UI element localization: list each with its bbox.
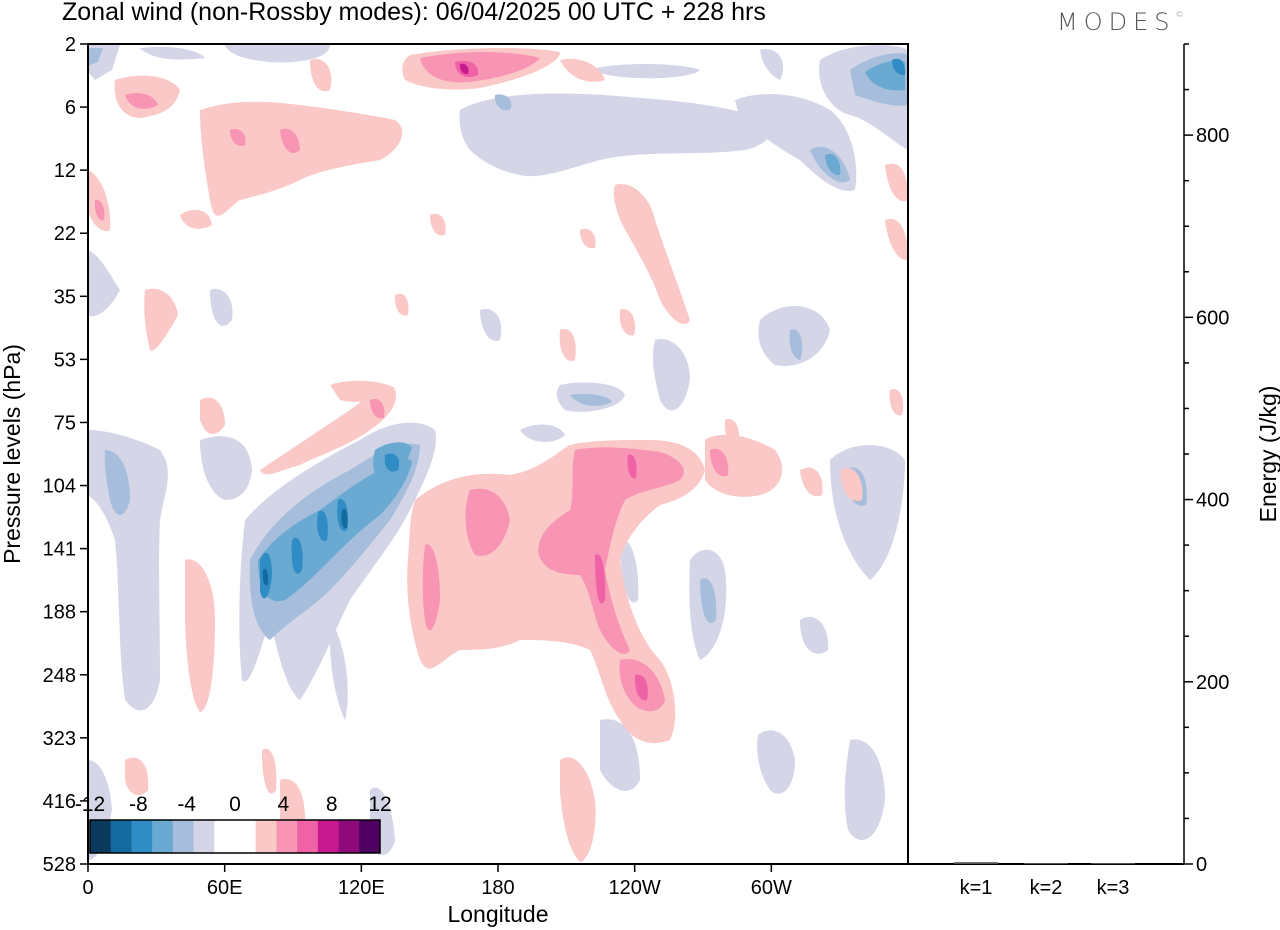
longitude-tick-label: 60W: [751, 877, 792, 899]
colorbar-swatch: [131, 820, 153, 853]
colorbar-swatch: [317, 820, 340, 853]
chart-title: Zonal wind (non-Rossby modes): 06/04/202…: [62, 0, 766, 26]
energy-axis-label: Energy (J/kg): [1255, 386, 1280, 523]
energy-bar-k=1: [954, 862, 998, 864]
heatmap-field: [88, 45, 908, 862]
pressure-tick-label: 323: [43, 728, 76, 750]
colorbar-swatch: [338, 820, 360, 853]
colorbar-swatch: [359, 820, 381, 853]
pressure-tick-label: 2: [65, 34, 76, 56]
colorbar-swatch: [110, 820, 132, 853]
colorbar-swatch: [235, 820, 257, 853]
colorbar-swatch: [255, 820, 277, 853]
x-axis-label: Longitude: [447, 901, 548, 927]
wavenumber-label: k=3: [1097, 877, 1130, 899]
colorbar-tick-label: -12: [75, 793, 105, 816]
longitude-tick-label: 60E: [207, 877, 243, 899]
colorbar-tick-label: -4: [177, 793, 196, 816]
colorbar-tick-label: -8: [129, 793, 148, 816]
colorbar-swatch: [152, 820, 174, 853]
colorbar-swatch: [276, 820, 298, 853]
pressure-tick-marks: [80, 43, 88, 865]
pressure-tick-label: 188: [43, 602, 76, 624]
energy-bars: [954, 862, 1135, 865]
pressure-tick-label: 53: [54, 349, 76, 371]
pressure-tick-label: 141: [43, 539, 76, 561]
colorbar-frame: [89, 819, 381, 854]
heatmap-negative-deep: [260, 58, 906, 599]
pressure-tick-label: 12: [54, 160, 76, 182]
longitude-tick-label: 180: [481, 877, 514, 899]
pressure-tick-label: 528: [43, 854, 76, 876]
colorbar-swatch: [90, 820, 112, 853]
energy-bar-k=2: [1024, 863, 1068, 865]
wavenumber-label: k=2: [1030, 877, 1063, 899]
heatmap-positive-deep: [459, 63, 469, 75]
pressure-tick-label: 22: [54, 223, 76, 245]
pressure-tick-label: 416: [43, 791, 76, 813]
energy-bar-k=3: [1091, 863, 1135, 865]
energy-tick-label: 800: [1196, 125, 1229, 147]
longitude-tick-label: 120W: [609, 877, 661, 899]
colorbar-swatch: [297, 820, 319, 853]
longitude-tick-label: 0: [82, 877, 93, 899]
colorbar-swatch: [172, 820, 195, 853]
energy-tick-label: 200: [1196, 672, 1229, 694]
wavenumber-label: k=1: [960, 877, 993, 899]
colorbar-tick-label: 0: [229, 793, 241, 816]
modes-logo: MODES©: [1057, 8, 1184, 36]
colorbar-tick-label: 4: [277, 793, 289, 816]
heatmap-positive-mid: [94, 52, 729, 712]
pressure-tick-label: 248: [43, 665, 76, 687]
colorbar: [89, 819, 381, 854]
pressure-tick-label: 6: [65, 97, 76, 119]
y-axis-label: Pressure levels (hPa): [0, 344, 25, 564]
energy-tick-label: 600: [1196, 307, 1229, 329]
energy-tick-label: 400: [1196, 490, 1229, 512]
pressure-tick-label: 35: [54, 286, 76, 308]
colorbar-swatch: [214, 820, 236, 853]
longitude-tick-label: 120E: [338, 877, 385, 899]
colorbar-tick-label: 8: [326, 793, 338, 816]
pressure-tick-label: 75: [54, 412, 76, 434]
colorbar-swatch: [193, 820, 215, 853]
heatmap-negative-darkest: [262, 509, 348, 586]
colorbar-tick-label: 12: [368, 793, 391, 816]
energy-tick-labels: 0 200 400 600 800: [1196, 125, 1229, 876]
wavenumber-labels: k=1 k=2 k=3: [960, 877, 1130, 899]
logo-text: MODES: [1057, 8, 1176, 36]
colorbar-tick-labels: -12 -8 -4 0 4 8 12: [75, 793, 392, 816]
pressure-tick-label: 104: [43, 476, 76, 498]
longitude-tick-marks: [87, 864, 773, 872]
pressure-tick-labels: 2 6 12 22 35 53 75 104 141 188 248 323 416 528: [43, 34, 76, 876]
energy-tick-label: 0: [1196, 854, 1207, 876]
energy-tick-marks: [1184, 43, 1193, 865]
longitude-tick-labels: 0 60E 120E 180 120W 60W: [82, 877, 792, 899]
